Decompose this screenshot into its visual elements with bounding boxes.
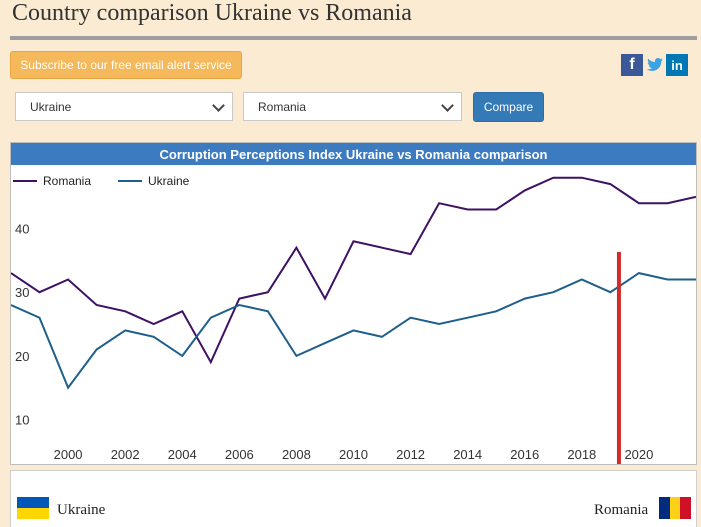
x-tick-label: 2000	[54, 447, 83, 462]
line-chart: 10 20 30 40 2000 2002 2004 2006 2008 2010 2012 2014…	[11, 174, 696, 464]
country2-value: Romania	[258, 99, 307, 114]
romania-flag-icon	[659, 497, 692, 519]
x-tick-label: 2018	[567, 447, 596, 462]
ukraine-flag-icon	[17, 497, 49, 519]
y-tick-label: 10	[15, 412, 29, 427]
subscribe-button[interactable]: Subscribe to our free email alert servic…	[10, 51, 242, 79]
y-tick-label: 20	[15, 349, 29, 364]
page-title: Country comparison Ukraine vs Romania	[12, 0, 412, 26]
x-tick-label: 2020	[624, 447, 653, 462]
series-line-ukraine	[11, 272, 696, 390]
x-tick-label: 2014	[453, 447, 482, 462]
x-tick-label: 2008	[282, 447, 311, 462]
footer-panel: Ukraine Romania	[10, 470, 697, 527]
title-divider	[10, 36, 697, 40]
country2-select[interactable]: Romania	[243, 92, 462, 121]
country1-select[interactable]: Ukraine	[15, 92, 233, 121]
x-tick-label: 2006	[225, 447, 254, 462]
x-tick-label: 2004	[168, 447, 197, 462]
chart-container: 10 20 30 40 2000 2002 2004 2006 2008 2010 2012 2014…	[10, 142, 697, 465]
compare-button[interactable]: Compare	[473, 92, 544, 122]
footer-left-label: Ukraine	[57, 502, 106, 518]
footer-right-label: Romania	[594, 502, 649, 518]
chart-title: Corruption Perceptions Index Ukraine vs …	[11, 143, 696, 165]
x-tick-label: 2010	[339, 447, 368, 462]
x-tick-label: 2002	[111, 447, 140, 462]
x-tick-label: 2012	[396, 447, 425, 462]
legend-label-romania: Romania	[43, 174, 91, 188]
y-tick-label: 40	[15, 222, 29, 237]
chevron-down-icon	[441, 99, 454, 112]
chevron-down-icon	[212, 99, 225, 112]
legend-label-ukraine: Ukraine	[148, 174, 190, 188]
twitter-bird-icon	[647, 58, 663, 71]
linkedin-icon[interactable]: in	[666, 54, 688, 76]
x-tick-label: 2016	[510, 447, 539, 462]
twitter-icon[interactable]	[644, 54, 666, 76]
y-tick-label: 30	[15, 285, 29, 300]
facebook-icon[interactable]: f	[621, 54, 643, 76]
series-line-romania	[11, 176, 696, 365]
country1-value: Ukraine	[30, 99, 72, 114]
